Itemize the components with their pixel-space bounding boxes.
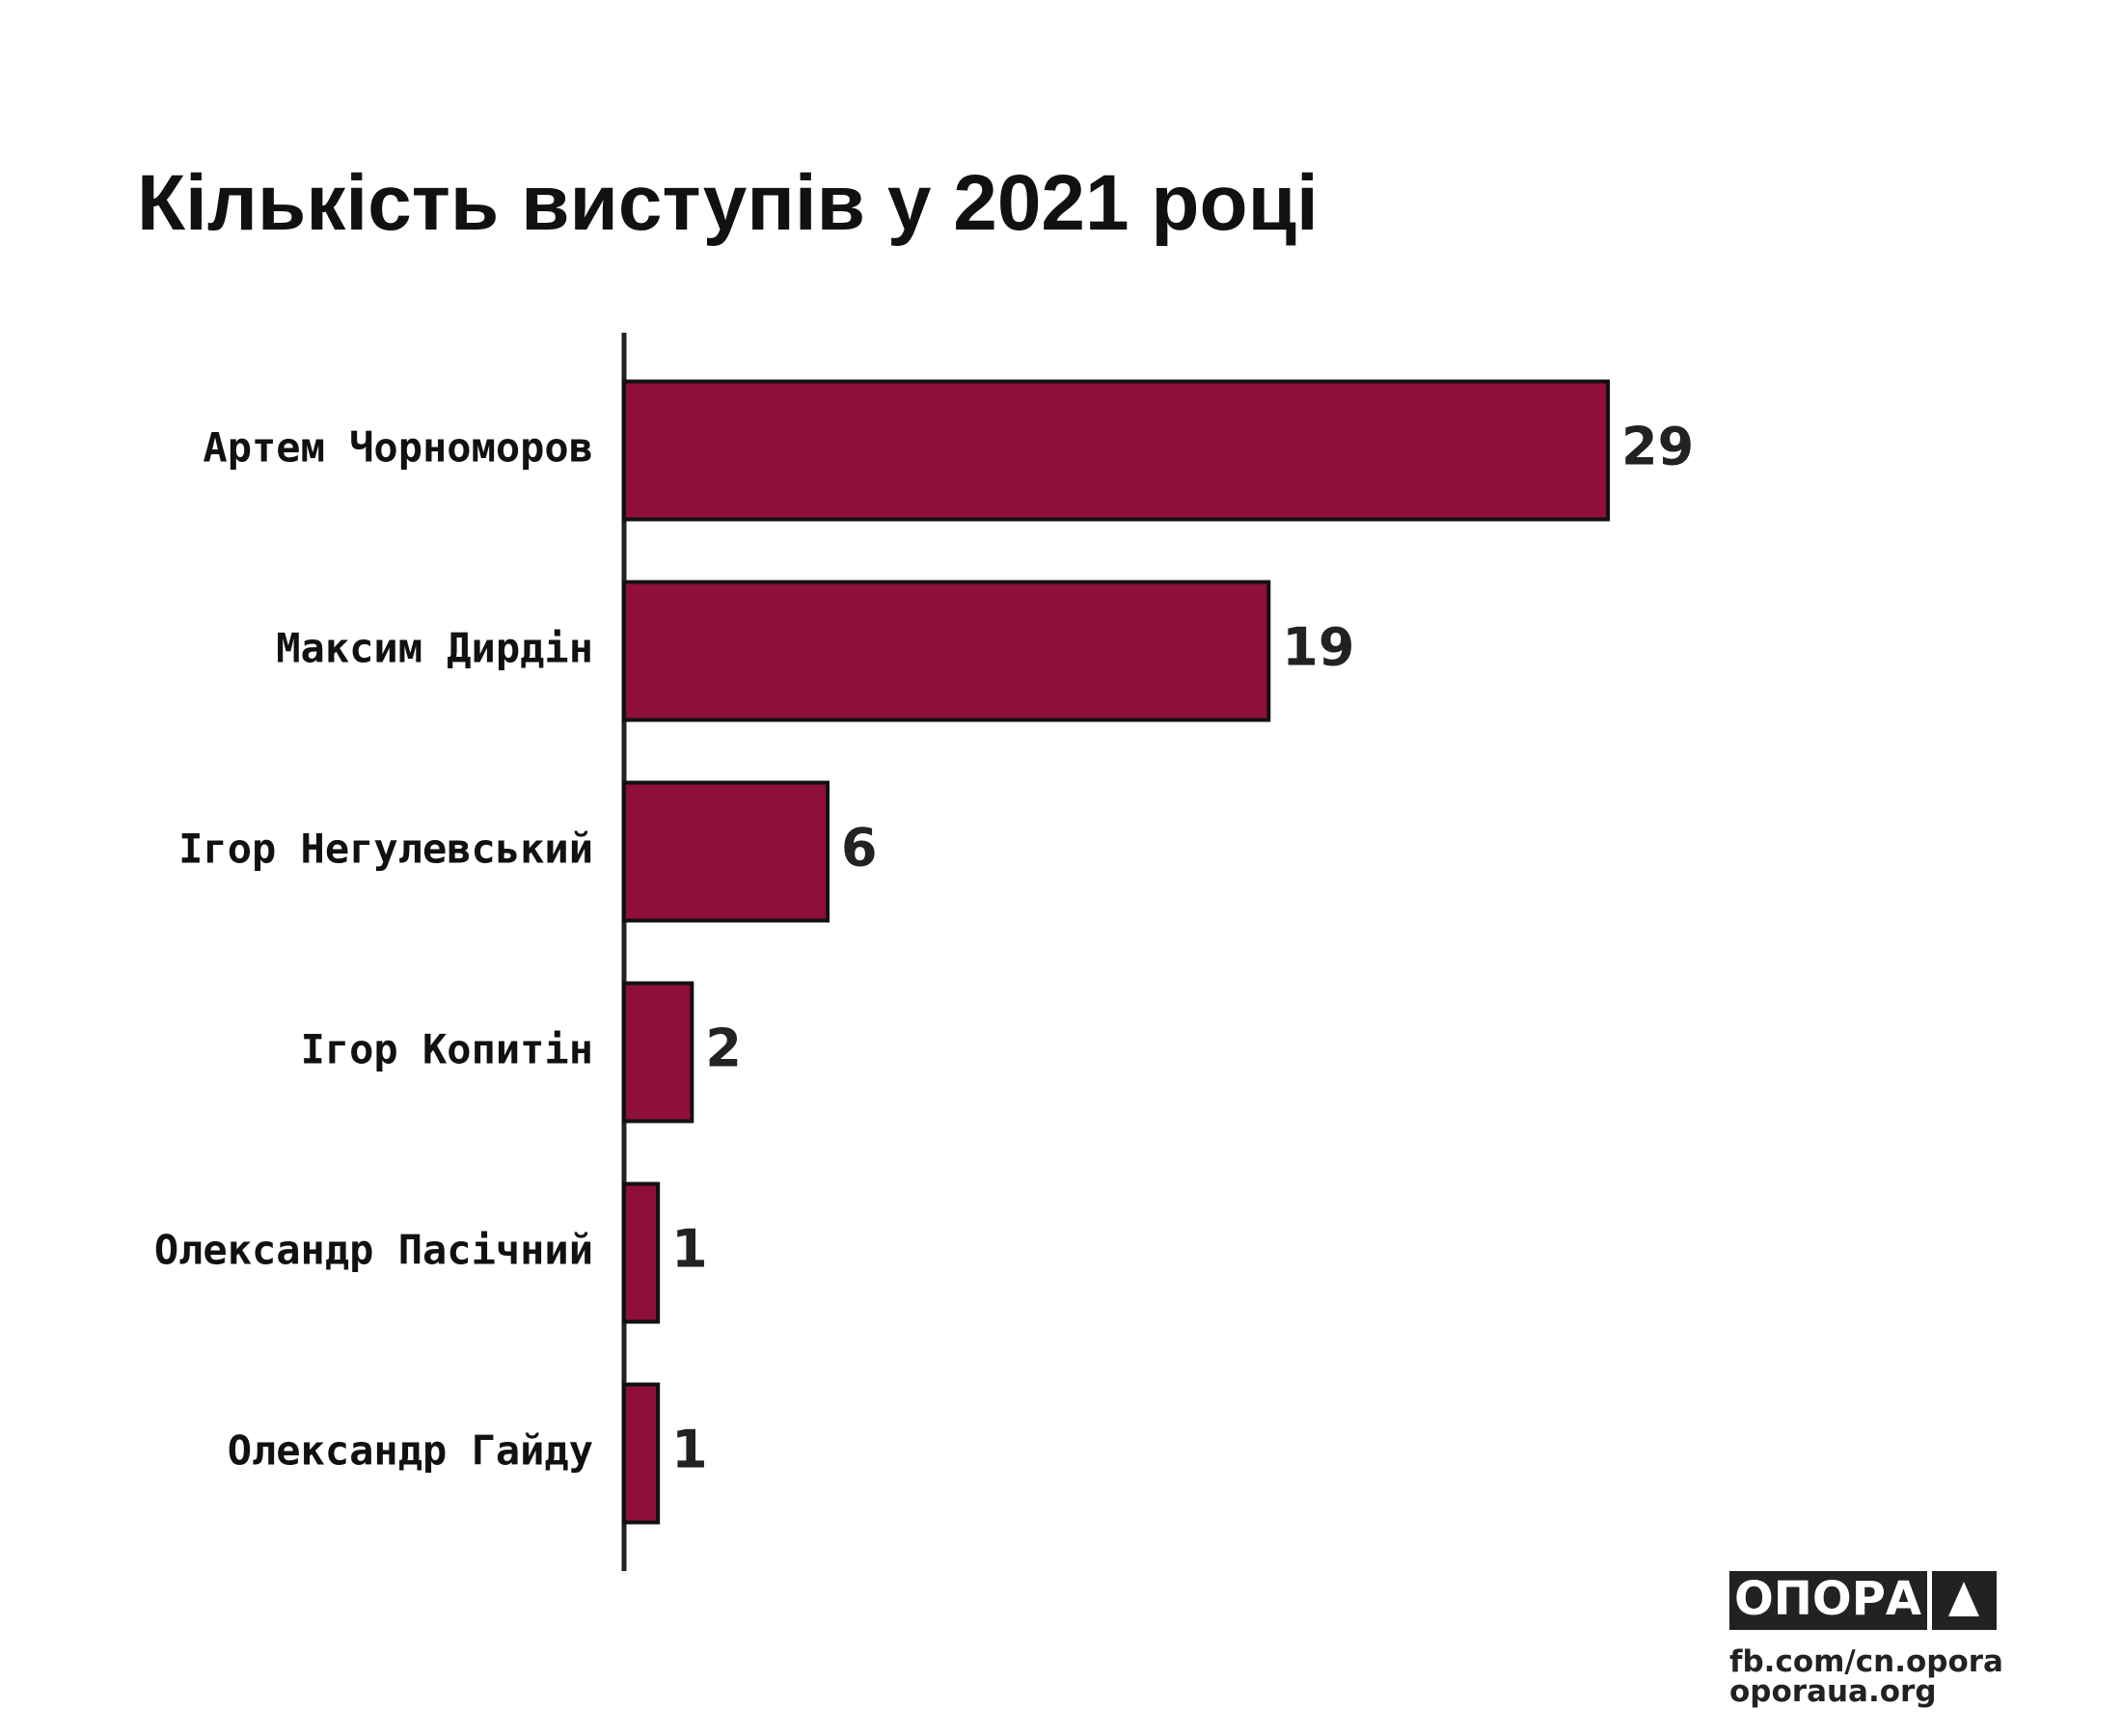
footer-link: oporaua.org	[1729, 1674, 1937, 1709]
footer-link: fb.com/cn.opora	[1729, 1644, 2003, 1679]
category-label: Олександр Пасічний	[154, 1227, 593, 1274]
value-label: 1	[671, 1420, 708, 1480]
bar	[622, 981, 694, 1124]
category-label: Олександр Гайду	[228, 1427, 593, 1475]
logo-box	[1729, 1571, 1927, 1630]
value-label: 1	[671, 1219, 708, 1280]
bar	[622, 780, 830, 923]
logo-triangle	[1948, 1582, 1979, 1616]
value-label: 2	[705, 1018, 742, 1079]
value-label: 29	[1621, 417, 1694, 477]
bar	[622, 1181, 661, 1324]
logo-text: ОПОРА	[1734, 1572, 1921, 1626]
category-label: Максим Дирдін	[276, 625, 593, 672]
bar	[622, 1382, 661, 1525]
chart-title: Кількість виступів у 2021 році	[137, 159, 1319, 247]
value-label: 6	[841, 818, 878, 879]
category-label: Ігор Негулевський	[178, 826, 593, 873]
category-label: Ігор Копитін	[301, 1026, 593, 1073]
category-label: Артем Чорноморов	[203, 424, 593, 472]
value-label: 19	[1282, 617, 1354, 678]
bar	[622, 379, 1610, 522]
bar	[622, 580, 1271, 722]
